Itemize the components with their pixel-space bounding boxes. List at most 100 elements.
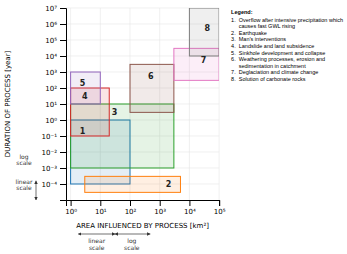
y-tick-mark (60, 40, 66, 41)
y-tick-mark (60, 168, 66, 169)
annotation: linearscale (88, 237, 106, 251)
annotation-line: scale (124, 244, 140, 251)
chart-svg: Legend: 1. Overflow after intensive preci… (0, 0, 347, 254)
x-tick: 10⁰ (65, 200, 77, 216)
region-label: 4 (82, 92, 88, 101)
plot: 1234567810⁰10¹10²10³10⁴10⁵10⁻⁴10⁻³10⁻²10… (42, 5, 226, 216)
legend-item: 7. Deglaciation and climate change (231, 69, 318, 75)
legend: Legend: 1. Overflow after intensive preci… (231, 9, 343, 82)
y-tick-mark (60, 184, 66, 185)
y-tick: 10³ (45, 69, 66, 77)
y-tick-label: 10⁷ (45, 5, 57, 13)
legend-item: 5. Sinkhole development and collapse (231, 50, 325, 56)
annotations: linearscale logscale linearscale logscale (16, 153, 151, 251)
y-tick: 10⁰ (45, 117, 66, 125)
y-tick-mark (60, 8, 66, 9)
y-tick-label: 10³ (45, 69, 57, 77)
x-tick-mark (130, 200, 131, 206)
y-tick-label: 10⁻³ (42, 165, 58, 173)
y-tick-label: 10⁻⁴ (42, 181, 58, 189)
y-tick: 10⁶ (45, 21, 66, 29)
y-tick-label: 10⁶ (45, 21, 57, 29)
y-tick-mark (60, 136, 66, 137)
y-tick-label: 10⁻² (42, 149, 58, 157)
scale-arrow (78, 234, 115, 235)
marks (71, 8, 220, 192)
legend-item: 3. Man’s interventions (231, 36, 286, 42)
x-tick: 10² (125, 200, 137, 216)
annotation: logscale (124, 237, 140, 251)
x-axis-title: AREA INFLUENCED BY PROCESS [km²] (76, 222, 209, 230)
x-tick: 10⁴ (184, 200, 196, 216)
legend-title: Legend: (231, 9, 253, 15)
y-tick: 10¹ (45, 101, 66, 109)
y-tick-mark (60, 72, 66, 73)
legend-item: 8. Solution of carbonate rocks (231, 76, 306, 82)
region-label: 3 (112, 108, 118, 117)
y-tick-mark (60, 56, 66, 57)
x-tick-label: 10⁰ (65, 208, 77, 216)
annotation: logscale (16, 153, 32, 167)
region-labels: 1 2 3 4 5 6 7 8 (80, 24, 211, 188)
region-label: 6 (148, 72, 154, 81)
y-tick-label: 10¹ (45, 101, 57, 109)
x-tick: 10⁵ (214, 200, 226, 216)
annotation-line: scale (89, 244, 105, 251)
y-tick: 10² (45, 85, 66, 93)
x-tick-label: 10⁵ (214, 208, 226, 216)
legend-item: 2. Earthquake (231, 30, 267, 36)
x-tick-mark (219, 200, 220, 206)
x-tick-label: 10² (125, 208, 137, 216)
y-axis: 10⁻⁴ 10⁻³ 10⁻² 10⁻¹ 10⁰ 10¹ 10² 10³ 10⁴ 10⁵ 10⁶ 10⁷ (42, 5, 67, 201)
x-tick: 10¹ (95, 200, 107, 216)
y-tick-label: 10⁻¹ (42, 133, 58, 141)
y-tick-mark (60, 152, 66, 153)
annotation: linearscale (16, 178, 34, 192)
legend-item: 1. Overflow after intensive precipitatio… (231, 17, 343, 23)
grid (66, 8, 219, 200)
y-tick: 10⁷ (45, 5, 66, 13)
y-tick: 10⁻⁴ (42, 181, 66, 189)
legend-item: 4. Landslide and land subsidence (231, 43, 314, 49)
region-label: 7 (201, 56, 207, 65)
y-tick-label: 10⁴ (45, 53, 57, 61)
x-tick-mark (160, 200, 161, 206)
region-label: 5 (80, 79, 86, 88)
annotation-line: scale (16, 159, 32, 166)
process-region (130, 64, 174, 112)
y-axis-title: DURATION OF PROCESS [year] (4, 50, 12, 157)
y-tick-mark (60, 104, 66, 105)
legend-item: causes fast GWL rising (231, 23, 295, 29)
y-tick-mark (60, 120, 66, 121)
y-tick: 10⁻² (42, 149, 66, 157)
scale-arrow (36, 181, 37, 200)
x-tick-label: 10³ (154, 208, 166, 216)
region-label: 8 (205, 24, 211, 33)
y-axis-line (60, 9, 67, 201)
y-tick: 10⁵ (45, 37, 66, 45)
y-tick-mark (60, 24, 66, 25)
annotation-line: scale (16, 184, 32, 191)
y-tick-mark (60, 88, 66, 89)
chart-container: Legend: 1. Overflow after intensive preci… (0, 0, 347, 254)
process-region (189, 8, 219, 56)
y-tick: 10⁻¹ (42, 133, 66, 141)
scale-arrow (115, 234, 150, 235)
y-tick-label: 10⁰ (45, 117, 57, 125)
process-region (71, 72, 101, 104)
x-tick-label: 10¹ (95, 208, 107, 216)
legend-item: 6. Weathering processes, erosion and (231, 56, 325, 62)
process-region (85, 176, 181, 192)
x-tick: 10³ (154, 200, 166, 216)
x-axis-line (67, 201, 220, 207)
x-axis: 10⁰ 10¹ 10² 10³ 10⁴ 10⁵ (65, 200, 225, 216)
x-tick-mark (189, 200, 190, 206)
region-label: 2 (166, 180, 172, 189)
y-tick-label: 10⁵ (45, 37, 57, 45)
y-tick: 10⁴ (45, 53, 66, 61)
x-tick-label: 10⁴ (184, 208, 196, 216)
x-tick-mark (100, 200, 101, 206)
legend-item: sedimentation in catchment (231, 63, 306, 69)
y-tick: 10⁻³ (42, 165, 66, 173)
region-label: 1 (80, 127, 86, 136)
